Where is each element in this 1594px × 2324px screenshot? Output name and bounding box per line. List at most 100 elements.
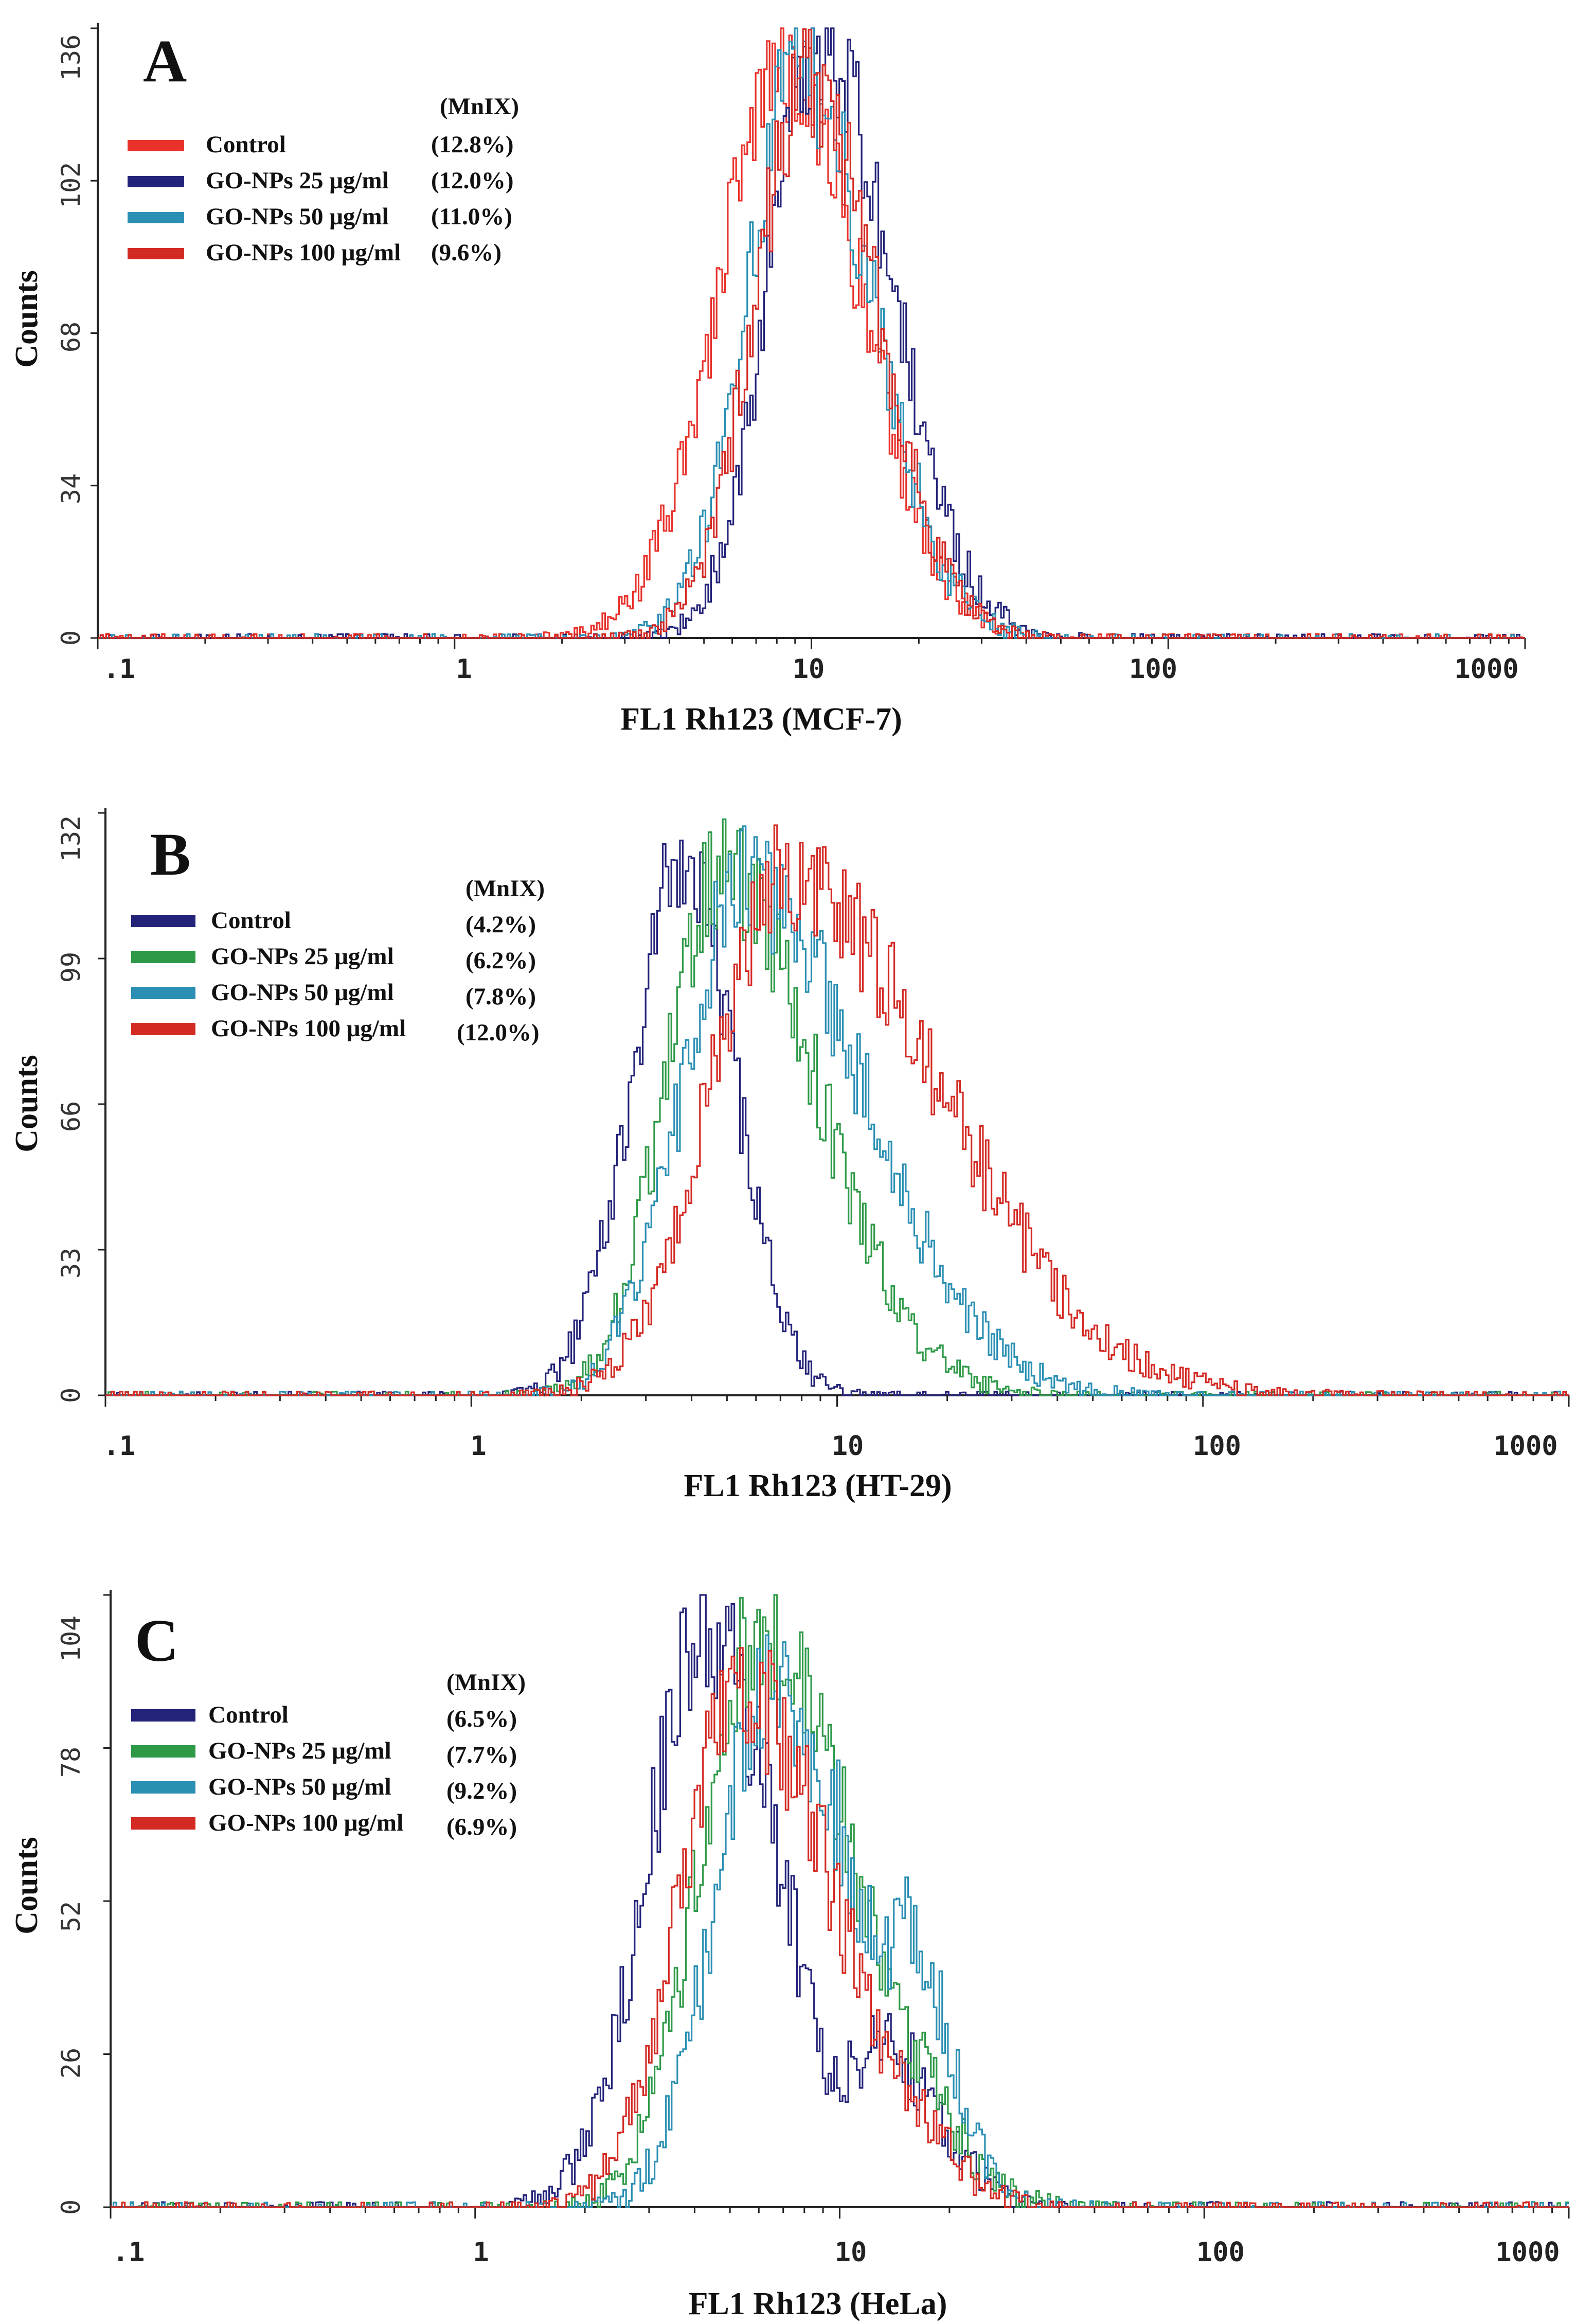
x-tick-label: 100: [1196, 2237, 1245, 2268]
legend-value: (9.2%): [446, 1778, 517, 1804]
legend-value: (7.8%): [465, 983, 536, 1010]
legend-entry: GO-NPs 50 μg/ml (9.2%): [131, 1773, 517, 1804]
y-tick-label: 78: [56, 1747, 86, 1778]
legend-swatch-control: [131, 915, 195, 927]
legend-entry: Control (6.5%): [131, 1701, 517, 1732]
legend-label: Control: [208, 1701, 289, 1728]
legend-value: (12.0%): [431, 167, 514, 194]
legend-swatch-100: [131, 1023, 195, 1035]
y-tick-label: 34: [56, 473, 86, 504]
legend-entry: GO-NPs 100 μg/ml (12.0%): [131, 1015, 540, 1046]
legend-swatch-control: [128, 140, 184, 151]
x-tick-label: 100: [1193, 1431, 1241, 1462]
y-tick-label: 66: [56, 1101, 86, 1132]
x-tick-label: 10: [793, 654, 825, 685]
legend-entry: GO-NPs 50 μg/ml (7.8%): [131, 979, 536, 1010]
legend-label: GO-NPs 50 μg/ml: [206, 203, 389, 230]
legend-value: (4.2%): [465, 911, 536, 938]
y-tick-label: 68: [56, 322, 86, 352]
legend-header: (MnIX): [446, 1669, 526, 1696]
legend-value: (11.0%): [431, 203, 512, 230]
legend-entry: Control (12.8%): [128, 131, 514, 158]
legend-label: GO-NPs 50 μg/ml: [211, 979, 394, 1006]
legend-swatch-100: [128, 248, 184, 259]
x-tick-label: 1: [473, 2237, 489, 2268]
x-tick-label: 1000: [1454, 654, 1518, 685]
legend-entry: Control (4.2%): [131, 907, 536, 938]
legend-value: (6.2%): [465, 947, 536, 974]
y-axis-label: Counts: [9, 1055, 44, 1152]
panel-letter: C: [135, 1607, 178, 1674]
legend-label: GO-NPs 25 μg/ml: [208, 1737, 391, 1764]
legend-value: (6.9%): [446, 1814, 517, 1840]
panel-a: A (MnIX) Control (12.8%) GO-NPs 25 μg/ml…: [9, 23, 1526, 737]
legend-entry: GO-NPs 50 μg/ml (11.0%): [128, 203, 512, 230]
legend-label: GO-NPs 25 μg/ml: [206, 167, 389, 194]
legend-value: (7.7%): [446, 1742, 517, 1768]
y-tick-label: 136: [56, 34, 86, 81]
x-tick-label: 1: [456, 654, 472, 685]
y-tick-label: 104: [56, 1616, 86, 1662]
legend-label: Control: [206, 131, 286, 158]
legend-swatch-50: [131, 1781, 195, 1794]
legend-swatch-50: [131, 987, 195, 999]
panel-b: B (MnIX) Control (4.2%) GO-NPs 25 μg/ml …: [9, 808, 1570, 1503]
legend-label: GO-NPs 100 μg/ml: [208, 1809, 403, 1836]
y-axis-label: Counts: [9, 1837, 44, 1935]
x-tick-label: 10: [835, 2237, 867, 2268]
plot-area: [91, 23, 1526, 649]
x-tick-label: .1: [103, 1431, 136, 1462]
legend-label: GO-NPs 100 μg/ml: [211, 1015, 406, 1042]
legend-label: GO-NPs 100 μg/ml: [206, 239, 401, 266]
histogram-series-line: [111, 1634, 1569, 2208]
x-tick-label: .1: [113, 2237, 145, 2268]
panel-letter: A: [143, 27, 187, 95]
legend-value: (12.8%): [431, 131, 514, 158]
y-tick-label: 0: [56, 2199, 86, 2215]
legend-value: (9.6%): [431, 239, 502, 266]
legend-header: (MnIX): [440, 93, 519, 120]
y-axis-label: Counts: [9, 270, 44, 368]
x-tick-label: 1000: [1493, 1431, 1557, 1462]
y-tick-label: 33: [56, 1248, 86, 1279]
y-tick-label: 52: [56, 1901, 86, 1932]
legend-header: (MnIX): [465, 875, 545, 902]
x-axis-label: FL1 Rh123 (HeLa): [689, 2286, 947, 2321]
legend-swatch-50: [128, 212, 184, 223]
legend-entry: GO-NPs 25 μg/ml (12.0%): [128, 167, 514, 194]
histogram-series-line: [98, 28, 1525, 639]
panel-letter: B: [150, 821, 191, 888]
legend-label: Control: [211, 907, 291, 934]
legend-swatch-control: [131, 1709, 195, 1722]
legend-swatch-25: [131, 951, 195, 963]
legend-entry: GO-NPs 25 μg/ml (6.2%): [131, 943, 536, 974]
plot-area: [103, 1590, 1570, 2219]
x-tick-label: 1: [470, 1431, 486, 1462]
legend: (MnIX) Control (12.8%) GO-NPs 25 μg/ml (…: [128, 93, 519, 266]
x-axis-label: FL1 Rh123 (MCF-7): [620, 702, 902, 737]
y-tick-label: 0: [56, 1388, 86, 1403]
legend: (MnIX) Control (6.5%) GO-NPs 25 μg/ml (7…: [131, 1669, 526, 1840]
y-tick-label: 0: [56, 630, 86, 646]
legend-swatch-25: [131, 1745, 195, 1758]
x-tick-label: 10: [832, 1431, 864, 1462]
x-tick-label: 100: [1129, 654, 1177, 685]
legend-value: (6.5%): [446, 1706, 517, 1732]
y-tick-label: 26: [56, 2048, 86, 2079]
x-tick-label: 1000: [1495, 2237, 1560, 2268]
y-tick-label: 132: [56, 815, 86, 862]
legend-entry: GO-NPs 100 μg/ml (9.6%): [128, 239, 502, 266]
y-tick-label: 102: [56, 162, 86, 208]
histogram-series-line: [105, 824, 1569, 1396]
plot-area: [98, 808, 1570, 1407]
y-tick-label: 99: [56, 952, 86, 983]
x-axis-label: FL1 Rh123 (HT-29): [684, 1468, 952, 1503]
histogram-series-line: [111, 1647, 1569, 2208]
legend-entry: GO-NPs 25 μg/ml (7.7%): [131, 1737, 517, 1768]
panel-c: C (MnIX) Control (6.5%) GO-NPs 25 μg/ml …: [9, 1590, 1570, 2321]
legend-swatch-25: [128, 176, 184, 187]
legend-value: (12.0%): [457, 1019, 540, 1046]
x-tick-label: .1: [103, 654, 136, 685]
legend-label: GO-NPs 50 μg/ml: [208, 1773, 391, 1800]
